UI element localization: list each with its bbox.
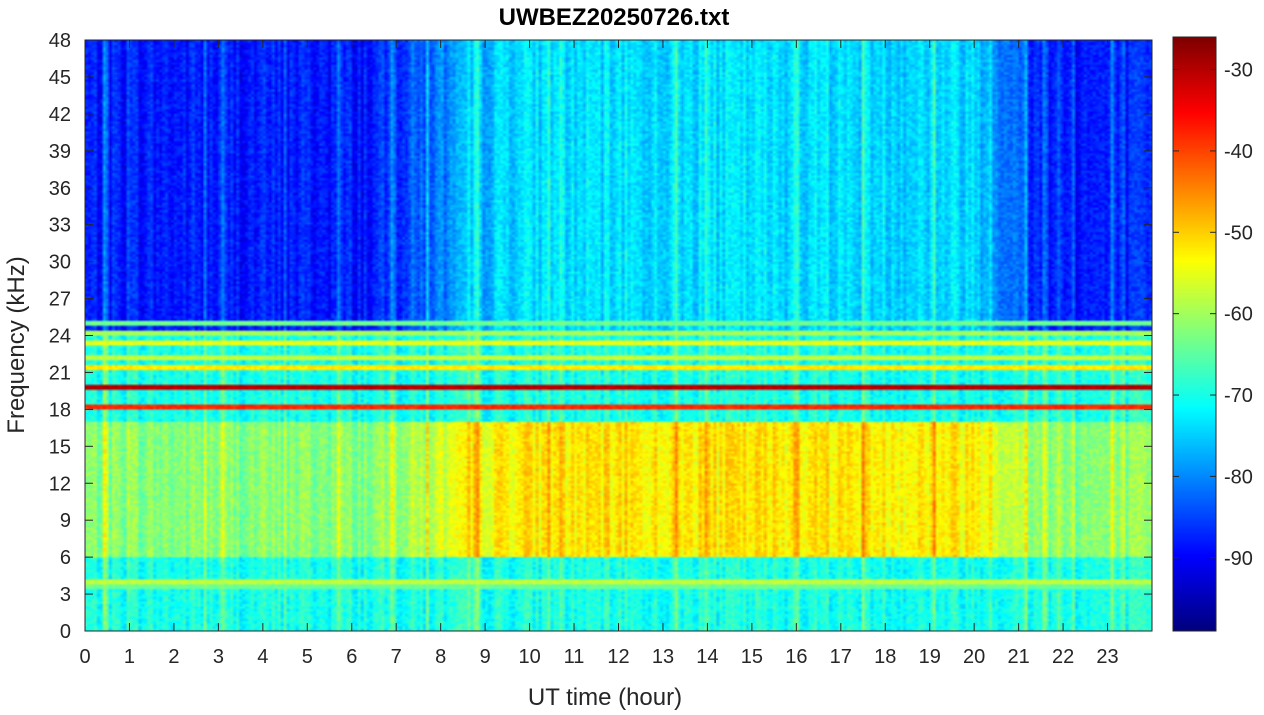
plot-area	[84, 39, 1153, 632]
x-tick-label: 5	[302, 646, 313, 668]
x-tick-label: 21	[1008, 646, 1030, 668]
chart-title: UWBEZ20250726.txt	[499, 4, 730, 31]
x-axis-label: UT time (hour)	[528, 684, 682, 711]
x-tick-label: 20	[963, 646, 985, 668]
x-tick-label: 1	[124, 646, 135, 668]
y-axis-label: Frequency (kHz)	[3, 256, 30, 433]
x-tick-label: 14	[696, 646, 718, 668]
colorbar-frame	[1172, 36, 1217, 632]
colorbar-tick-label: -30	[1224, 60, 1253, 82]
colorbar-tick-label: -40	[1224, 141, 1253, 163]
y-tick-label: 21	[49, 362, 71, 384]
x-tick-label: 10	[518, 646, 540, 668]
y-tick-label: 12	[49, 473, 71, 495]
x-tick-label: 13	[652, 646, 674, 668]
colorbar: -90 -80 -70 -60 -50 -40 -30	[1172, 36, 1253, 632]
x-tick-label: 12	[607, 646, 629, 668]
x-tick-label: 17	[830, 646, 852, 668]
x-tick-label: 6	[346, 646, 357, 668]
x-tick-label: 16	[785, 646, 807, 668]
y-tick-label: 27	[49, 289, 71, 311]
colorbar-tick-label: -70	[1224, 385, 1253, 407]
x-tick-label: 23	[1096, 646, 1118, 668]
x-tick-label: 3	[213, 646, 224, 668]
x-tick-label: 7	[391, 646, 402, 668]
x-tick-label: 4	[257, 646, 268, 668]
x-tick-label: 18	[874, 646, 896, 668]
colorbar-tick-label: -80	[1224, 466, 1253, 488]
y-tick-label: 45	[49, 67, 71, 89]
x-tick-label: 0	[79, 646, 90, 668]
x-tick-label: 11	[564, 646, 585, 668]
x-tick-label: 15	[741, 646, 763, 668]
colorbar-gradient	[1173, 37, 1216, 631]
x-axis-ticks: 0 1 2 3 4 5 6 7 8 9 10 11 12 13 14 15 16 17 18 19 20 21 22 23	[79, 40, 1119, 668]
y-tick-label: 15	[49, 436, 71, 458]
y-tick-label: 48	[49, 30, 71, 52]
x-tick-label: 9	[480, 646, 491, 668]
y-tick-label: 6	[60, 547, 71, 569]
y-tick-label: 0	[60, 621, 71, 643]
y-tick-label: 33	[49, 215, 71, 237]
colorbar-ticks: -90 -80 -70 -60 -50 -40 -30	[1173, 60, 1253, 570]
colorbar-tick-label: -60	[1224, 304, 1253, 326]
y-tick-label: 39	[49, 141, 71, 163]
y-tick-label: 42	[49, 104, 71, 126]
y-tick-label: 24	[49, 326, 71, 348]
colorbar-tick-label: -50	[1224, 222, 1253, 244]
spectrogram-image	[85, 40, 1152, 631]
y-tick-label: 3	[60, 584, 71, 606]
y-tick-label: 9	[60, 510, 71, 532]
y-tick-label: 18	[49, 399, 71, 421]
x-tick-label: 22	[1052, 646, 1074, 668]
x-tick-label: 2	[168, 646, 179, 668]
y-tick-label: 36	[49, 178, 71, 200]
y-tick-label: 30	[49, 252, 71, 274]
colorbar-tick-label: -90	[1224, 548, 1253, 570]
x-tick-label: 8	[435, 646, 446, 668]
x-tick-label: 19	[919, 646, 941, 668]
